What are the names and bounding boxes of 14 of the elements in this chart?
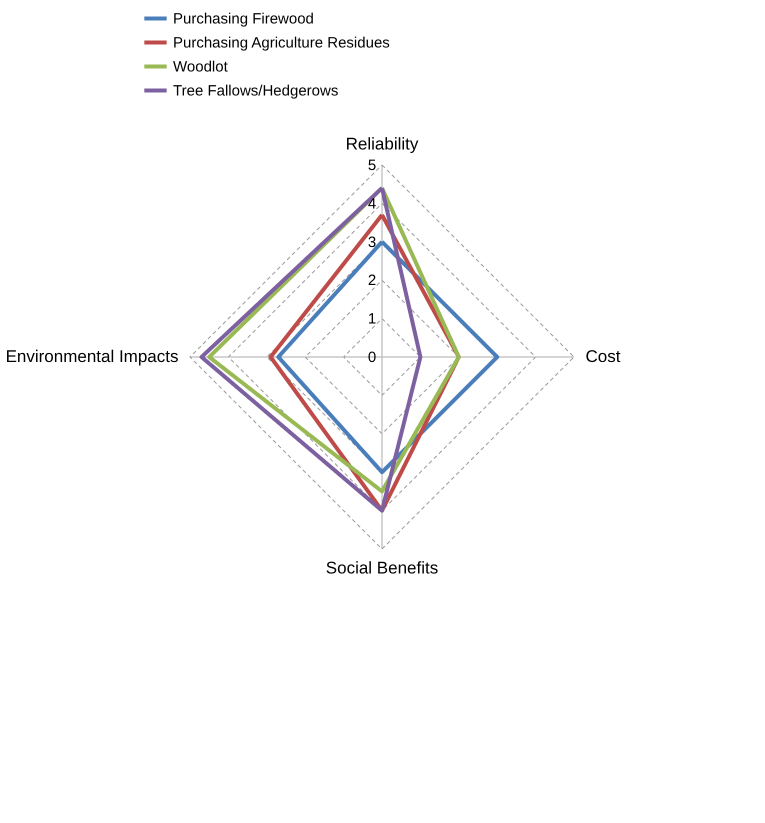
y-tick-label: 5: [368, 157, 376, 174]
y-tick-label: 3: [368, 234, 376, 251]
spoke-label: Social Benefits: [326, 558, 438, 578]
y-tick-label: 4: [368, 195, 376, 212]
y-tick-label: 2: [368, 272, 376, 290]
y-tick-label: 1: [368, 310, 376, 328]
spoke-label: Cost: [586, 347, 621, 366]
legend-label: Purchasing Agriculture Residues: [173, 34, 390, 52]
spoke-label: Reliability: [346, 134, 419, 154]
legend-label: Tree Fallows/Hedgerows: [173, 82, 338, 100]
y-tick-label: 0: [368, 349, 376, 366]
spoke-label: Environmental Impacts: [6, 347, 178, 366]
legend-label: Purchasing Firewood: [173, 10, 314, 28]
legend-label: Woodlot: [173, 58, 229, 76]
